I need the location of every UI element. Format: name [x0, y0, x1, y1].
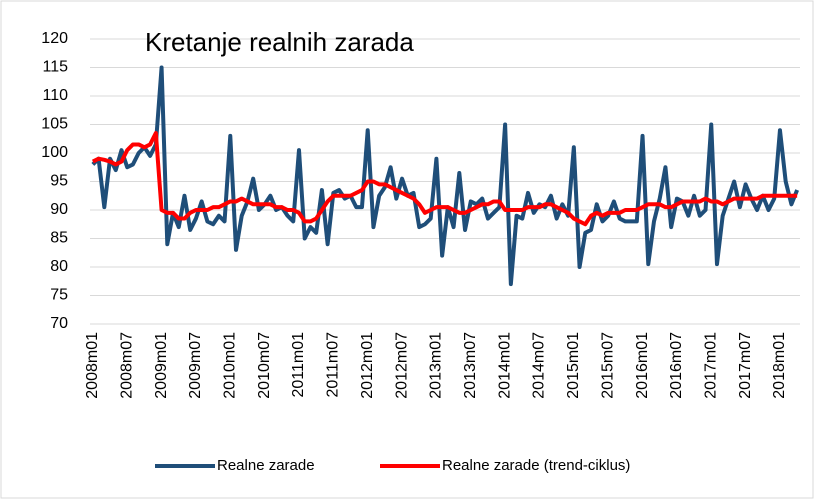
x-tick-label: 2013m01: [428, 332, 445, 399]
y-tick-label: 80: [50, 258, 68, 275]
x-tick-label: 2009m07: [187, 332, 204, 399]
legend-label: Realne zarade: [217, 457, 315, 474]
x-tick-label: 2013m07: [462, 332, 479, 399]
x-tick-label: 2017m01: [702, 332, 719, 399]
x-tick-label: 2009m01: [153, 332, 170, 399]
x-tick-label: 2011m07: [325, 332, 342, 398]
x-tick-label: 2011m01: [290, 332, 307, 398]
x-tick-label: 2015m07: [599, 332, 616, 399]
x-tick-label: 2008m01: [84, 332, 101, 399]
y-tick-label: 105: [41, 116, 68, 133]
x-tick-label: 2014m01: [496, 332, 513, 399]
y-tick-label: 75: [50, 287, 68, 304]
y-tick-label: 120: [41, 30, 68, 47]
legend-label: Realne zarade (trend-ciklus): [442, 457, 630, 474]
series-line: [91, 65, 799, 287]
x-tick-label: 2016m07: [668, 332, 685, 399]
y-tick-label: 90: [50, 201, 68, 218]
y-tick-label: 100: [41, 144, 68, 161]
x-tick-label: 2010m01: [222, 332, 239, 399]
x-tick-label: 2012m07: [393, 332, 410, 399]
x-tick-label: 2010m07: [256, 332, 273, 399]
x-tick-label: 2014m07: [531, 332, 548, 399]
x-tick-label: 2017m07: [737, 332, 754, 399]
x-tick-label: 2016m01: [634, 332, 651, 399]
x-tick-label: 2012m01: [359, 332, 376, 399]
x-tick-label: 2015m01: [565, 332, 582, 399]
y-tick-label: 95: [50, 173, 68, 190]
x-tick-label: 2008m07: [118, 332, 135, 399]
y-tick-label: 70: [50, 315, 68, 332]
x-tick-label: 2018m01: [771, 332, 788, 399]
y-tick-label: 85: [50, 230, 68, 247]
chart-title: Kretanje realnih zarada: [145, 27, 414, 57]
series-line: [91, 131, 798, 227]
y-tick-label: 110: [42, 87, 68, 104]
y-tick-label: 115: [42, 59, 68, 76]
